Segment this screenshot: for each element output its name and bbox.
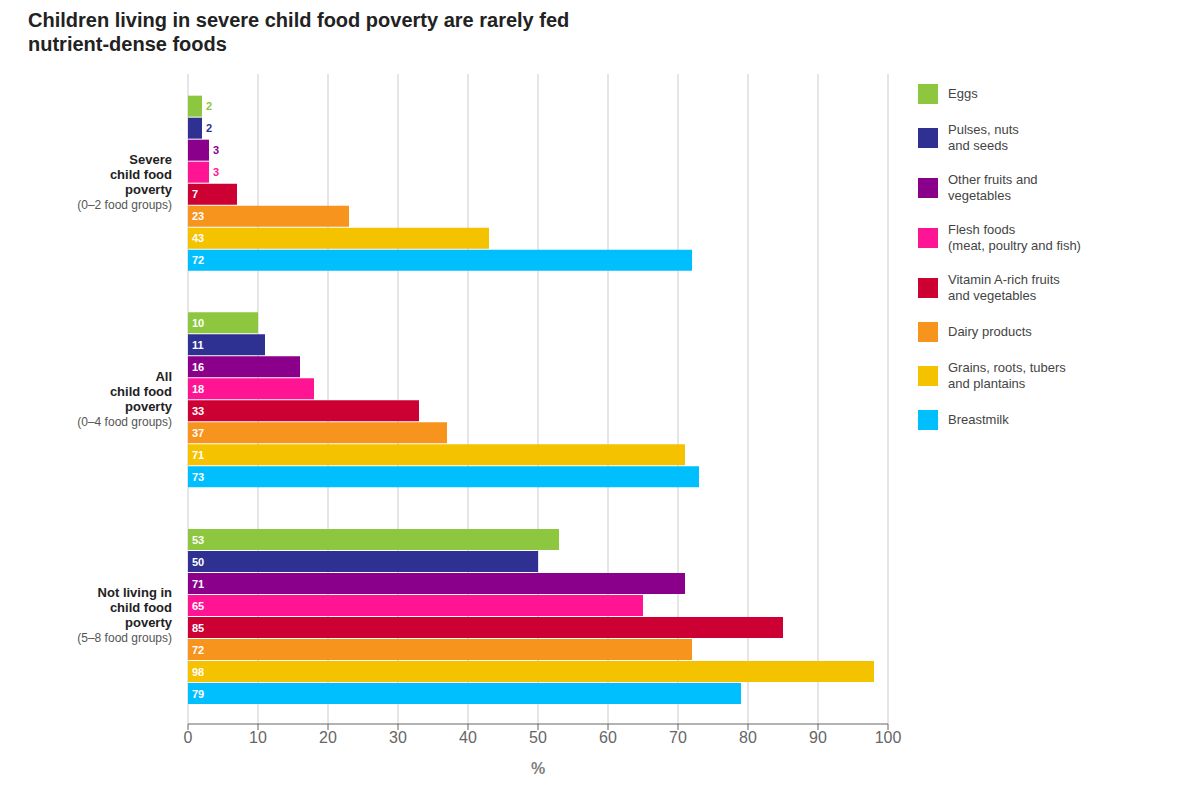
- svg-text:3: 3: [213, 166, 219, 178]
- svg-text:60: 60: [599, 729, 617, 746]
- svg-text:11: 11: [192, 339, 204, 351]
- svg-text:0: 0: [184, 729, 193, 746]
- svg-text:%: %: [531, 760, 545, 777]
- svg-text:Severechild foodpoverty(0–2 fo: Severechild foodpoverty(0–2 food groups): [77, 152, 172, 212]
- svg-text:85: 85: [192, 622, 204, 634]
- svg-text:80: 80: [739, 729, 757, 746]
- svg-text:2: 2: [206, 100, 212, 112]
- svg-text:100: 100: [875, 729, 902, 746]
- html-text:Eggs: Eggs: [948, 86, 978, 101]
- html-text:Grains, roots, tubers and plan: Grains, roots, tubers and plantains: [948, 360, 1066, 391]
- svg-text:53: 53: [192, 534, 204, 546]
- svg-text:20: 20: [319, 729, 337, 746]
- svg-text:10: 10: [249, 729, 267, 746]
- svg-text:Allchild foodpoverty(0–4 food: Allchild foodpoverty(0–4 food groups): [77, 369, 172, 429]
- svg-text:73: 73: [192, 471, 204, 483]
- svg-text:40: 40: [459, 729, 477, 746]
- svg-text:90: 90: [809, 729, 827, 746]
- html-text:Pulses, nuts and seeds: Pulses, nuts and seeds: [948, 122, 1019, 153]
- html-text:Flesh foods (meat, poultry and: Flesh foods (meat, poultry and fish): [948, 222, 1081, 253]
- svg-text:50: 50: [192, 556, 204, 568]
- svg-text:65: 65: [192, 600, 204, 612]
- svg-text:43: 43: [192, 232, 204, 244]
- html-text:Children living in severe chil: Children living in severe child food pov…: [28, 9, 570, 55]
- svg-text:71: 71: [192, 578, 204, 590]
- svg-text:23: 23: [192, 210, 204, 222]
- svg-text:7: 7: [192, 188, 198, 200]
- html-text:Dairy products: Dairy products: [948, 324, 1032, 339]
- svg-text:98: 98: [192, 666, 204, 678]
- svg-text:71: 71: [192, 449, 204, 461]
- svg-text:18: 18: [192, 383, 204, 395]
- html-text:Vitamin A-rich fruits and vege: Vitamin A-rich fruits and vegetables: [948, 272, 1060, 303]
- svg-text:70: 70: [669, 729, 687, 746]
- svg-text:50: 50: [529, 729, 547, 746]
- html-text:Breastmilk: Breastmilk: [948, 412, 1009, 427]
- svg-text:2: 2: [206, 122, 212, 134]
- html-text:Other fruits and vegetables: Other fruits and vegetables: [948, 172, 1038, 203]
- svg-text:37: 37: [192, 427, 204, 439]
- svg-text:72: 72: [192, 644, 204, 656]
- svg-text:79: 79: [192, 688, 204, 700]
- svg-text:10: 10: [192, 317, 204, 329]
- svg-text:30: 30: [389, 729, 407, 746]
- svg-text:33: 33: [192, 405, 204, 417]
- svg-text:16: 16: [192, 361, 204, 373]
- svg-text:Not living inchild foodpoverty: Not living inchild foodpoverty(5–8 food …: [77, 585, 172, 645]
- svg-text:3: 3: [213, 144, 219, 156]
- svg-text:72: 72: [192, 254, 204, 266]
